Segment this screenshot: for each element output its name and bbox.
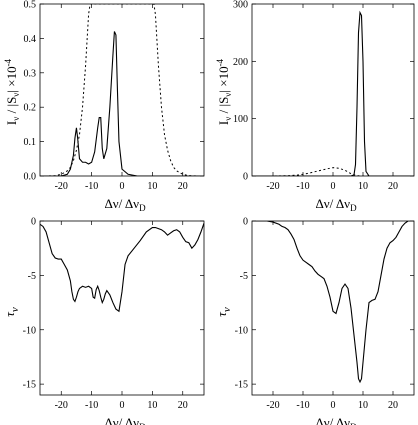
- series-line-dotted: [252, 167, 414, 176]
- y-tick-label: -10: [23, 325, 36, 336]
- y-tick-label: -5: [240, 271, 248, 282]
- y-axis-title: Iν / |Sν| ×10-4: [215, 58, 233, 125]
- y-tick-label: 0.2: [24, 103, 37, 114]
- y-axis-title: τν: [214, 307, 233, 317]
- series-line-solid: [40, 31, 204, 176]
- y-tick-label: 0.4: [24, 34, 37, 45]
- x-tick-label: -20: [266, 400, 279, 411]
- x-tick-label: 0: [120, 400, 125, 411]
- y-tick-label: -5: [28, 271, 36, 282]
- x-tick-label: -10: [85, 181, 98, 192]
- y-tick-label: 0.1: [24, 137, 37, 148]
- y-tick-label: -15: [23, 380, 36, 391]
- y-tick-label: 0: [243, 217, 248, 228]
- plot-frame: [39, 220, 205, 396]
- x-tick-label: -10: [85, 400, 98, 411]
- x-tick-label: 10: [147, 400, 157, 411]
- x-axis-title: Δν/ ΔνD: [104, 415, 146, 425]
- y-tick-label: 0: [243, 172, 248, 183]
- x-tick-label: -20: [55, 181, 68, 192]
- plot-frame: [39, 3, 205, 177]
- x-tick-label: 10: [358, 181, 368, 192]
- y-tick-label: 0: [31, 217, 36, 228]
- series-line-solid: [40, 222, 204, 313]
- x-tick-label: -20: [266, 181, 279, 192]
- panel-top-left: -20 -10 0 10 20 0.0 0.1 0.2 0.3 0.4 0.5 Δν/ ΔνD Iν /…: [3, 0, 205, 213]
- x-tick-label: 20: [388, 181, 398, 192]
- x-tick-label: 20: [388, 400, 398, 411]
- y-tick-label: 0.3: [24, 68, 37, 79]
- y-tick-label: 0.5: [24, 0, 37, 11]
- x-tick-label: 0: [120, 181, 125, 192]
- y-tick-label: 300: [233, 0, 248, 11]
- series-line-solid: [252, 10, 414, 176]
- series-line-dotted: [40, 4, 204, 176]
- x-tick-label: -10: [296, 181, 309, 192]
- panel-bottom-right: -20 -10 0 10 20 0 -5 -10 -15 Δν/ ΔνD τν: [214, 217, 415, 425]
- y-tick-label: -10: [235, 325, 248, 336]
- plot-frame: [251, 220, 415, 396]
- x-axis-title: Δν/ ΔνD: [104, 196, 146, 213]
- y-tick-label: 100: [233, 114, 248, 125]
- plot-frame: [251, 3, 415, 177]
- x-tick-label: -20: [55, 400, 68, 411]
- x-tick-label: 0: [331, 400, 336, 411]
- x-tick-label: 10: [358, 400, 368, 411]
- x-tick-label: 20: [178, 400, 188, 411]
- y-tick-label: 0.0: [24, 172, 37, 183]
- x-tick-label: -10: [296, 400, 309, 411]
- panel-bottom-left: -20 -10 0 10 20 0 -5 -10 -15 Δν/ ΔνD τν: [2, 217, 205, 425]
- x-axis-title: Δν/ ΔνD: [315, 415, 357, 425]
- series-line-solid: [252, 221, 414, 384]
- x-tick-label: 10: [147, 181, 157, 192]
- y-axis-title: Iν / |Sν| ×10-4: [3, 58, 21, 125]
- x-axis-title: Δν/ ΔνD: [315, 196, 357, 213]
- y-axis-title: τν: [2, 307, 21, 317]
- y-tick-label: 200: [233, 57, 248, 68]
- x-tick-label: 20: [178, 181, 188, 192]
- x-tick-label: 0: [331, 181, 336, 192]
- y-tick-label: -15: [235, 380, 248, 391]
